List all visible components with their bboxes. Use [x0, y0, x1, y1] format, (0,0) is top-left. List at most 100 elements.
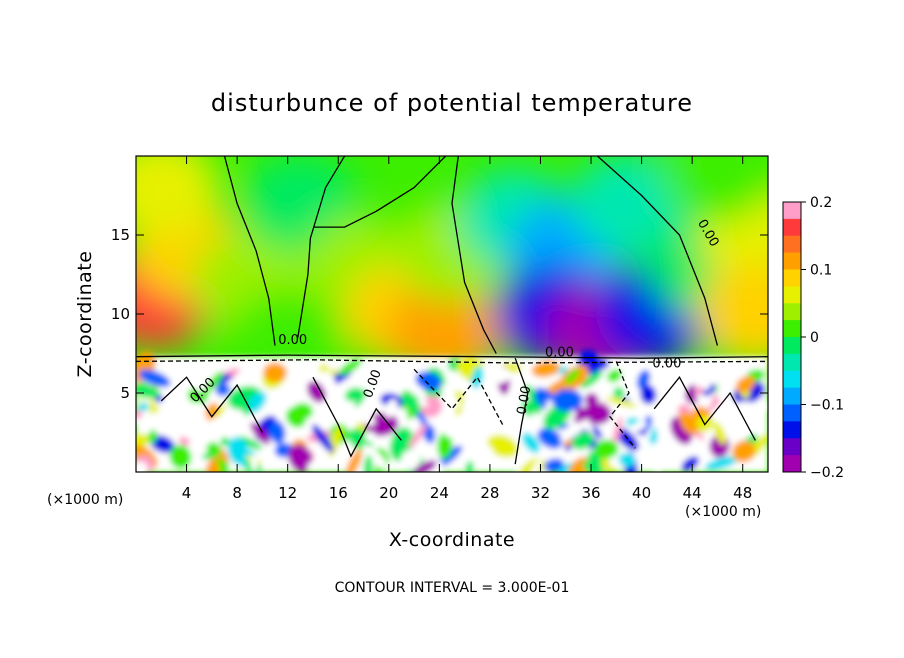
turbulence-patch — [475, 364, 512, 384]
turbulence-patch — [594, 439, 619, 459]
turbulence-patch — [681, 456, 700, 472]
contour-line — [653, 376, 756, 441]
x-unit-label: (×1000 m) — [685, 504, 761, 520]
turbulence-patch — [695, 369, 711, 391]
colorbar-swatch — [783, 455, 801, 473]
turbulence-patch — [307, 459, 320, 471]
turbulence-patch — [147, 429, 158, 444]
colorbar-tick-label: 0.1 — [810, 263, 832, 279]
x-tick-label: 24 — [430, 484, 449, 502]
colorbar-tick-label: 0.2 — [810, 195, 832, 211]
turbulence-patch — [642, 415, 653, 432]
turbulence-patch — [704, 456, 738, 471]
turbulence-patch — [187, 388, 201, 404]
turbulence-patch — [250, 422, 270, 445]
contour-line — [313, 156, 447, 228]
y-tick-label: 15 — [111, 226, 130, 244]
turbulence-patch — [713, 422, 727, 445]
contour-line — [514, 357, 529, 465]
turbulence-patch — [442, 418, 462, 438]
turbulence-patch — [220, 436, 230, 447]
colorbar-swatch — [783, 202, 801, 220]
turbulence-patch — [384, 398, 398, 418]
turbulence-patch — [204, 402, 219, 422]
x-tick-label: 28 — [480, 484, 499, 502]
turbulence-patch — [735, 375, 756, 393]
x-tick-label: 40 — [632, 484, 651, 502]
x-tick-label: 16 — [329, 484, 348, 502]
turbulence-patch — [206, 442, 221, 456]
turbulence-patch — [591, 358, 609, 371]
turbulence-patch — [401, 391, 426, 414]
contour-label: 0.00 — [514, 385, 534, 416]
turbulence-patch — [654, 413, 672, 447]
turbulence-patch — [181, 411, 208, 435]
colorbar-swatch — [783, 404, 801, 422]
contour-line — [413, 368, 504, 425]
contour-interval-note: CONTOUR INTERVAL = 3.000E-01 — [335, 580, 570, 596]
y-tick-label: 10 — [111, 305, 130, 323]
colorbar-swatch — [783, 337, 801, 355]
turbulence-patch — [627, 421, 647, 433]
turbulence-patch — [694, 386, 704, 396]
turbulence-patch — [358, 365, 379, 379]
turbulence-patch — [435, 445, 463, 469]
colorbar-swatch — [783, 320, 801, 338]
turbulence-patch — [471, 366, 484, 389]
y-unit-label: (×1000 m) — [47, 492, 123, 508]
turbulence-patch — [269, 420, 286, 444]
turbulence-patch — [531, 360, 560, 378]
turbulence-patch — [731, 440, 756, 463]
colorbar-tick-label: 0 — [810, 330, 819, 346]
turbulence-patch — [580, 371, 603, 389]
turbulence-patch — [173, 402, 203, 425]
turbulence-patch — [592, 425, 603, 439]
turbulence-patch — [338, 358, 362, 376]
colorbar-swatch — [783, 303, 801, 321]
x-tick-label: 20 — [379, 484, 398, 502]
contour-line — [451, 156, 497, 354]
turbulence-patch — [136, 433, 150, 448]
turbulence-patch — [250, 453, 258, 472]
turbulence-patch — [571, 432, 594, 450]
turbulence-patch — [362, 444, 387, 469]
turbulence-patch — [137, 402, 150, 412]
contour-line — [596, 156, 719, 346]
turbulence-patch — [605, 396, 637, 408]
turbulence-patch — [521, 432, 541, 454]
turbulence-patch — [640, 384, 657, 405]
turbulence-patch — [285, 406, 307, 428]
turbulence-patch — [452, 379, 465, 392]
turbulence-patch — [288, 444, 313, 472]
colorbar-swatch — [783, 269, 801, 287]
x-tick-label: 48 — [733, 484, 752, 502]
turbulence-patch — [240, 394, 250, 417]
turbulence-patch — [726, 410, 745, 426]
contour-label: 0.00 — [545, 346, 574, 361]
turbulence-patch — [483, 397, 509, 429]
chart-title: disturbunce of potential temperature — [211, 89, 693, 117]
colorbar-swatch — [783, 387, 801, 406]
turbulence-patch — [227, 436, 250, 466]
turbulence-patch — [648, 424, 659, 452]
colorbar-swatch — [783, 438, 801, 456]
turbulence-patch — [441, 384, 460, 409]
field-blob — [136, 156, 220, 238]
turbulence-patch — [415, 371, 442, 391]
turbulence-patch — [364, 431, 376, 443]
x-axis-label: X-coordinate — [389, 529, 515, 551]
turbulence-patch — [543, 458, 564, 472]
turbulence-patch — [618, 452, 636, 468]
turbulence-patch — [178, 436, 190, 447]
colorbar-swatch — [783, 370, 801, 389]
turbulence-patch — [395, 360, 406, 375]
turbulence-patch — [138, 369, 171, 388]
turbulence-patch — [582, 402, 612, 425]
contour-line — [297, 156, 346, 338]
turbulence-patch — [529, 417, 543, 431]
turbulence-patch — [537, 427, 563, 449]
y-axis: 5 10 15 — [111, 226, 768, 402]
turbulence-patch — [406, 417, 421, 431]
turbulence-patch — [311, 424, 334, 453]
turbulence-patch — [205, 460, 220, 472]
